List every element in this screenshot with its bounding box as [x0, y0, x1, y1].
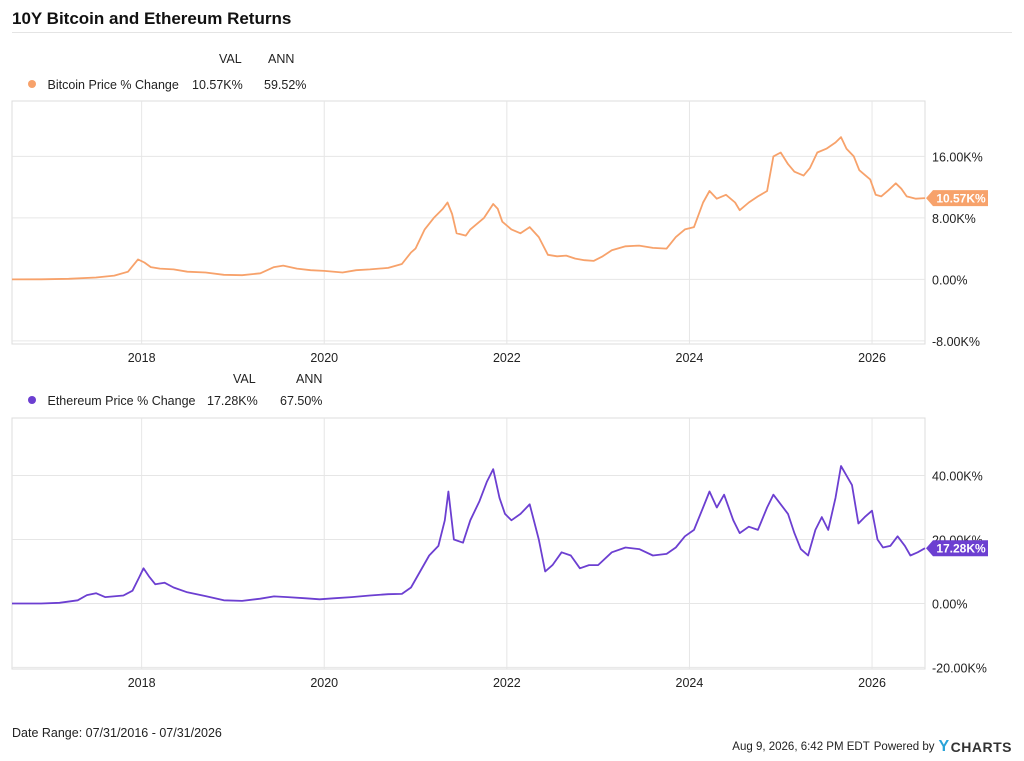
end-value-label: 17.28K%: [936, 542, 986, 556]
x-tick-label: 2022: [493, 351, 521, 365]
y-tick-label: -20.00K%: [932, 661, 987, 675]
ycharts-logo-text: CHARTS: [950, 739, 1012, 755]
y-tick-label: 8.00K%: [932, 212, 976, 226]
series-line: [11, 136, 926, 281]
powered-by: Powered by: [873, 741, 935, 753]
ethereum-legend: VAL ANN Ethereum Price % Change 17.28K% …: [12, 372, 352, 416]
x-tick-label: 2026: [858, 676, 886, 690]
y-tick-label: 16.00K%: [932, 150, 983, 164]
legend-val: 17.28K%: [207, 394, 258, 408]
y-tick-label: 0.00%: [932, 597, 967, 611]
legend-ann-header: ANN: [268, 52, 295, 66]
legend-ann: 59.52%: [264, 78, 307, 92]
bitcoin-legend: VAL ANN Bitcoin Price % Change 10.57K% 5…: [12, 52, 332, 96]
y-tick-label: 40.00K%: [932, 470, 983, 484]
x-tick-label: 2020: [310, 351, 338, 365]
end-value-tag: [926, 540, 988, 557]
plot-area: [11, 100, 926, 345]
legend-val-header: VAL: [219, 52, 242, 66]
end-value-label: 10.57K%: [936, 192, 986, 206]
footer-attribution: Aug 9, 2026, 6:42 PM EDT Powered by Y CH…: [732, 738, 1012, 756]
series-line: [12, 465, 926, 605]
x-tick-label: 2018: [128, 351, 156, 365]
bitcoin-series-dot-icon: [28, 80, 36, 88]
x-tick-label: 2024: [676, 351, 704, 365]
ethereum-chart[interactable]: 40.00K%20.00K%0.00%-20.00K%2018202020222…: [0, 416, 1024, 702]
ycharts-logo[interactable]: Y CHARTS: [938, 738, 1012, 756]
x-tick-label: 2022: [493, 676, 521, 690]
ycharts-logo-y: Y: [938, 738, 950, 755]
bitcoin-chart[interactable]: 16.00K% 8.00K% 0.00% -8.00K% 2018 2020 2022 202…: [0, 100, 1024, 366]
x-tick-label: 2024: [676, 676, 704, 690]
legend-series-name: Ethereum Price % Change: [47, 394, 196, 408]
end-value-tag: [926, 190, 988, 207]
plot-area: [11, 417, 926, 670]
legend-row-bitcoin[interactable]: Bitcoin Price % Change: [28, 78, 179, 92]
legend-val: 10.57K%: [192, 78, 243, 92]
legend-ann-header: ANN: [296, 372, 323, 386]
title-divider: [12, 32, 1012, 33]
legend-row-ethereum[interactable]: Ethereum Price % Change: [28, 394, 195, 408]
legend-val-header: VAL: [233, 372, 256, 386]
x-tick-label: 2020: [310, 676, 338, 690]
legend-series-name: Bitcoin Price % Change: [47, 78, 179, 92]
ethereum-series-dot-icon: [28, 396, 36, 404]
page-title: 10Y Bitcoin and Ethereum Returns: [12, 9, 292, 28]
y-tick-label: 0.00%: [932, 273, 967, 287]
legend-ann: 67.50%: [280, 394, 323, 408]
date-range: Date Range: 07/31/2016 - 07/31/2026: [12, 726, 222, 740]
x-tick-label: 2026: [858, 351, 886, 365]
x-tick-label: 2018: [128, 676, 156, 690]
timestamp: Aug 9, 2026, 6:42 PM EDT: [732, 741, 870, 753]
y-tick-label: -8.00K%: [932, 335, 980, 349]
